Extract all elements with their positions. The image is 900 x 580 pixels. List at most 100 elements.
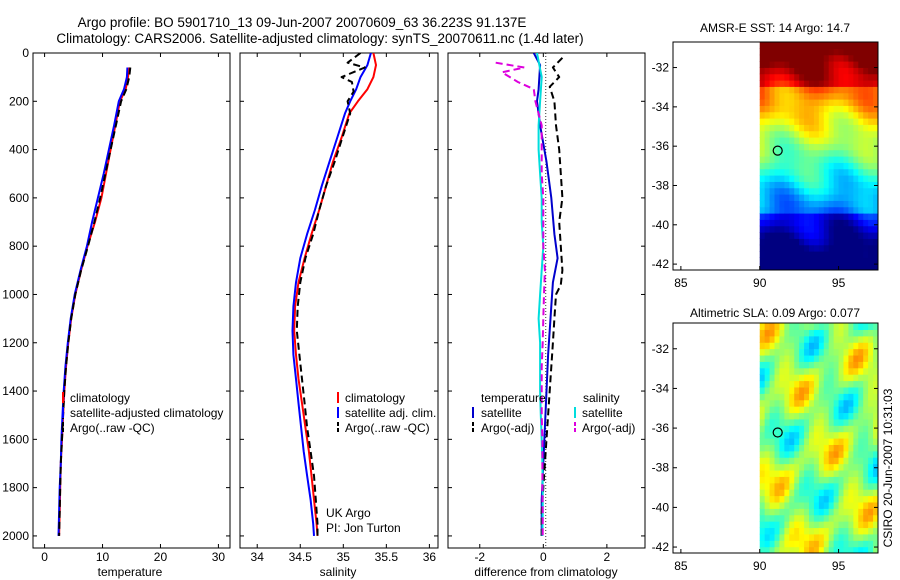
heatmap-cell (828, 469, 835, 477)
heatmap-cell (809, 42, 815, 49)
heatmap-cell (774, 156, 781, 163)
heatmap-cell (813, 238, 820, 246)
heatmap-cell (769, 143, 776, 151)
heatmap-cell (813, 438, 820, 445)
heatmap-cell (794, 335, 800, 343)
heatmap-cell (794, 73, 800, 81)
heatmap-cell (853, 232, 859, 239)
heatmap-cell (764, 80, 771, 87)
heatmap-cell (774, 213, 781, 220)
heatmap-cell (833, 206, 840, 214)
heatmap-cell (799, 342, 805, 350)
heatmap-cell (843, 86, 850, 94)
heatmap-cell (784, 130, 790, 138)
heatmap-cell (838, 508, 845, 516)
heatmap-cell (764, 431, 771, 439)
heatmap-cell (809, 450, 815, 458)
heatmap-cell (823, 61, 830, 68)
heatmap-cell (779, 206, 785, 214)
heatmap-cell (764, 412, 771, 420)
heatmap-cell (794, 457, 800, 465)
heatmap-cell (789, 514, 795, 522)
heatmap-cell (848, 482, 854, 490)
heatmap-cell (843, 533, 850, 541)
heatmap-cell (774, 476, 781, 484)
heatmap-cell (784, 92, 790, 100)
heatmap-cell (774, 118, 781, 125)
lat-tick-label: -32 (652, 342, 670, 356)
heatmap-cell (853, 463, 859, 471)
heatmap-cell (853, 540, 859, 548)
heatmap-cell (848, 181, 854, 189)
heatmap-cell (799, 92, 805, 100)
heatmap-cell (789, 257, 795, 265)
heatmap-cell (833, 482, 840, 490)
heatmap-cell (833, 406, 840, 414)
heatmap-cell (789, 149, 795, 157)
heatmap-cell (833, 168, 840, 176)
heatmap-cell (863, 457, 869, 465)
heatmap-cell (868, 412, 874, 420)
lat-tick-label: -34 (652, 100, 670, 114)
heatmap-cell (863, 213, 869, 220)
heatmap-cell (799, 181, 805, 189)
heatmap-cell (779, 156, 785, 163)
heatmap-cell (868, 489, 874, 497)
heatmap-cell (784, 463, 790, 471)
heatmap-cell (764, 521, 771, 529)
heatmap-cell (789, 342, 795, 350)
heatmap-cell (804, 323, 810, 330)
heatmap-cell (833, 251, 840, 258)
heatmap-cell (789, 438, 795, 445)
heatmap-cell (868, 546, 874, 553)
heatmap-cell (858, 92, 864, 100)
heatmap-cell (774, 521, 781, 529)
heatmap-cell (809, 418, 815, 426)
heatmap-cell (818, 86, 825, 94)
heatmap-cell (818, 438, 825, 445)
temperature-xlabel: temperature (98, 565, 163, 579)
heatmap-cell (843, 380, 850, 388)
heatmap-cell (848, 463, 854, 471)
heatmap-cell (838, 335, 845, 343)
heatmap-cell (764, 48, 771, 56)
heatmap-cell (799, 469, 805, 477)
heatmap-cell (863, 438, 869, 445)
heatmap-cell (764, 482, 771, 490)
heatmap-cell (794, 463, 800, 471)
heatmap-cell (838, 156, 845, 163)
heatmap-cell (774, 514, 781, 522)
heatmap-cell (794, 533, 800, 541)
heatmap-cell (818, 533, 825, 541)
heatmap-cell (764, 42, 771, 49)
heatmap-cell (838, 42, 845, 49)
heatmap-cell (868, 137, 874, 144)
heatmap-cell (863, 450, 869, 458)
heatmap-cell (843, 213, 850, 220)
heatmap-cell (804, 194, 810, 201)
heatmap-cell (779, 48, 785, 56)
heatmap-cell (804, 232, 810, 239)
heatmap-cell (863, 238, 869, 246)
heatmap-cell (809, 412, 815, 420)
heatmap-cell (828, 431, 835, 439)
heatmap-cell (784, 219, 790, 227)
heatmap-cell (789, 118, 795, 125)
heatmap-cell (809, 162, 815, 170)
heatmap-cell (784, 149, 790, 157)
heatmap-cell (823, 476, 830, 484)
heatmap-cell (784, 412, 790, 420)
heatmap-cell (769, 42, 776, 49)
heatmap-cell (863, 527, 869, 535)
heatmap-cell (779, 431, 785, 439)
heatmap-cell (804, 367, 810, 375)
heatmap-cell (853, 527, 859, 535)
heatmap-cell (838, 425, 845, 433)
heatmap-cell (868, 393, 874, 401)
heatmap-cell (853, 187, 859, 195)
heatmap-cell (843, 374, 850, 382)
heatmap-cell (823, 444, 830, 452)
heatmap-cell (764, 162, 771, 170)
heatmap-cell (794, 156, 800, 163)
heatmap-cell (843, 393, 850, 401)
